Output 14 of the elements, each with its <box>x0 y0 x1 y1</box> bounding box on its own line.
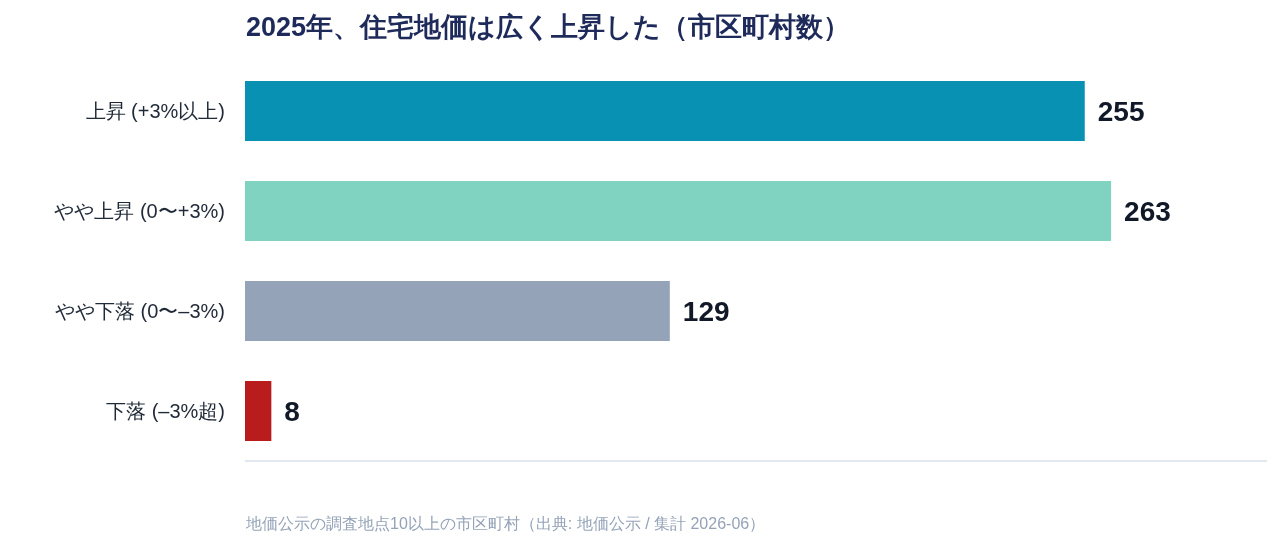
data-label: 255 <box>1097 95 1145 127</box>
data-label: 8 <box>284 395 300 427</box>
y-tick-label: やや上昇 (0〜+3%) <box>54 200 225 223</box>
bar <box>245 381 272 441</box>
chart-title: 2025年、住宅地価は広く上昇した（市区町村数） <box>246 12 851 42</box>
y-tick-label: 上昇 (+3%以上) <box>85 100 225 123</box>
bar <box>245 281 670 341</box>
bar <box>245 81 1085 141</box>
data-label: 263 <box>1124 195 1171 227</box>
text: 地価公示の調査地点10以上の市区町村（出典: 地価公示 / 集計 2026-06） <box>246 514 766 534</box>
data-label: 129 <box>682 295 730 327</box>
bar <box>245 181 1112 241</box>
y-tick-label: 下落 (–3%超) <box>106 400 225 423</box>
y-tick-label: やや下落 (0〜–3%) <box>54 300 225 323</box>
